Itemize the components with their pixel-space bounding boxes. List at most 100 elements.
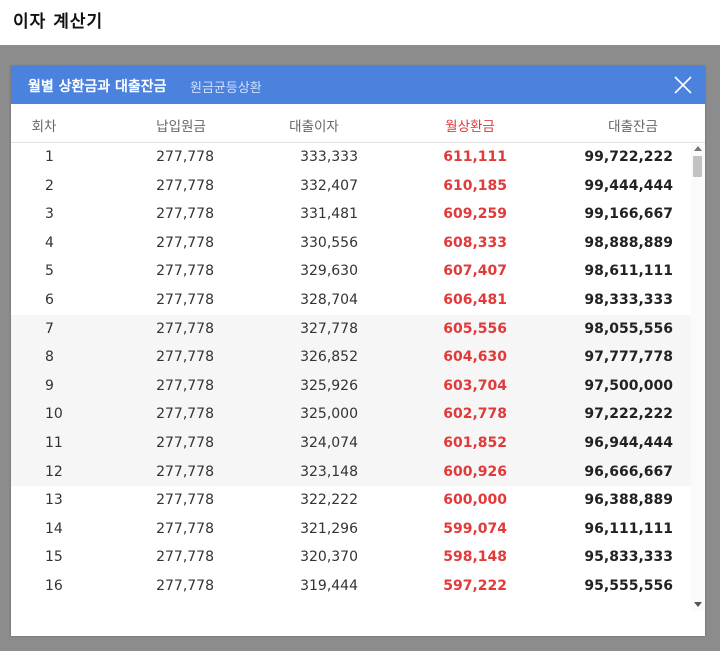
remaining-balance: 99,444,444 xyxy=(584,177,673,194)
table-row: 11 277,778 324,074 601,852 96,944,444 xyxy=(11,429,691,458)
monthly-payment: 600,926 xyxy=(443,463,507,480)
row-number: 1 xyxy=(45,149,54,165)
monthly-payment: 598,148 xyxy=(443,549,507,566)
table-row: 5 277,778 329,630 607,407 98,611,111 xyxy=(11,257,691,286)
interest-amount: 329,630 xyxy=(300,263,358,280)
row-number: 4 xyxy=(45,234,54,251)
monthly-payment: 597,222 xyxy=(443,578,507,594)
interest-amount: 323,148 xyxy=(300,463,358,480)
principal-amount: 277,778 xyxy=(156,177,214,194)
interest-amount: 324,074 xyxy=(300,435,358,451)
row-number: 7 xyxy=(45,320,54,337)
principal-amount: 277,778 xyxy=(156,320,214,337)
remaining-balance: 97,500,000 xyxy=(584,377,673,394)
page-title: 이자 계산기 xyxy=(13,12,104,32)
monthly-payment: 605,556 xyxy=(443,320,507,337)
modal-subtitle: 원금균등상환 xyxy=(190,81,262,96)
remaining-balance: 96,666,667 xyxy=(584,463,673,480)
remaining-balance: 96,388,889 xyxy=(584,492,673,509)
remaining-balance: 98,888,889 xyxy=(584,234,673,251)
remaining-balance: 98,333,333 xyxy=(584,292,673,308)
close-icon[interactable] xyxy=(672,74,694,96)
repayment-schedule-modal: 월별 상환금과 대출잔금 원금균등상환 회차 납입원금 대출이자 월상환금 대출… xyxy=(11,66,705,636)
remaining-balance: 98,055,556 xyxy=(584,320,673,337)
interest-amount: 325,000 xyxy=(300,406,358,423)
row-number: 2 xyxy=(45,177,54,194)
principal-amount: 277,778 xyxy=(156,463,214,480)
modal-header: 월별 상환금과 대출잔금 원금균등상환 xyxy=(11,66,705,104)
principal-amount: 277,778 xyxy=(156,377,214,394)
scroll-up-arrow-icon[interactable] xyxy=(694,146,702,151)
remaining-balance: 95,555,556 xyxy=(584,578,673,594)
row-number: 6 xyxy=(45,292,54,308)
remaining-balance: 97,777,778 xyxy=(584,349,673,366)
row-number: 12 xyxy=(45,463,63,480)
table-row: 8 277,778 326,852 604,630 97,777,778 xyxy=(11,343,691,372)
row-number: 10 xyxy=(45,406,63,423)
monthly-payment: 610,185 xyxy=(443,177,507,194)
monthly-payment: 603,704 xyxy=(443,377,507,394)
table-row: 6 277,778 328,704 606,481 98,333,333 xyxy=(11,286,691,315)
monthly-payment: 604,630 xyxy=(443,349,507,366)
table-row: 2 277,778 332,407 610,185 99,444,444 xyxy=(11,172,691,201)
scroll-down-arrow-icon[interactable] xyxy=(694,602,702,607)
scrollbar[interactable] xyxy=(691,144,704,611)
monthly-payment: 609,259 xyxy=(443,206,507,223)
table-row: 13 277,778 322,222 600,000 96,388,889 xyxy=(11,486,691,515)
remaining-balance: 95,833,333 xyxy=(584,549,673,566)
interest-amount: 321,296 xyxy=(300,520,358,537)
interest-amount: 331,481 xyxy=(300,206,358,223)
row-number: 16 xyxy=(45,578,63,594)
table-row: 10 277,778 325,000 602,778 97,222,222 xyxy=(11,400,691,429)
interest-amount: 326,852 xyxy=(300,349,358,366)
row-number: 13 xyxy=(45,492,63,509)
table-row: 12 277,778 323,148 600,926 96,666,667 xyxy=(11,457,691,487)
monthly-payment: 608,333 xyxy=(443,234,507,251)
table-row: 7 277,778 327,778 605,556 98,055,556 xyxy=(11,314,691,344)
principal-amount: 277,778 xyxy=(156,206,214,223)
principal-amount: 277,778 xyxy=(156,292,214,308)
interest-amount: 322,222 xyxy=(300,492,358,509)
remaining-balance: 99,722,222 xyxy=(584,149,673,165)
principal-amount: 277,778 xyxy=(156,549,214,566)
remaining-balance: 98,611,111 xyxy=(584,263,673,280)
principal-amount: 277,778 xyxy=(156,406,214,423)
principal-amount: 277,778 xyxy=(156,492,214,509)
remaining-balance: 97,222,222 xyxy=(584,406,673,423)
remaining-balance: 96,944,444 xyxy=(584,435,673,451)
row-number: 14 xyxy=(45,520,63,537)
row-number: 9 xyxy=(45,377,54,394)
row-number: 15 xyxy=(45,549,63,566)
interest-amount: 327,778 xyxy=(300,320,358,337)
column-header-no: 회차 xyxy=(31,119,57,135)
scroll-thumb[interactable] xyxy=(693,156,702,177)
row-number: 11 xyxy=(45,435,63,451)
table-row: 3 277,778 331,481 609,259 99,166,667 xyxy=(11,200,691,229)
principal-amount: 277,778 xyxy=(156,349,214,366)
monthly-payment: 600,000 xyxy=(443,492,507,509)
modal-title: 월별 상환금과 대출잔금 xyxy=(28,79,167,95)
table-row: 15 277,778 320,370 598,148 95,833,333 xyxy=(11,543,691,572)
row-number: 8 xyxy=(45,349,54,366)
monthly-payment: 599,074 xyxy=(443,520,507,537)
table-row: 14 277,778 321,296 599,074 96,111,111 xyxy=(11,515,691,544)
principal-amount: 277,778 xyxy=(156,149,214,165)
principal-amount: 277,778 xyxy=(156,578,214,594)
table-body[interactable]: 1 277,778 333,333 611,111 99,722,222 2 277,778… xyxy=(11,143,691,611)
monthly-payment: 602,778 xyxy=(443,406,507,423)
remaining-balance: 99,166,667 xyxy=(584,206,673,223)
column-header-balance: 대출잔금 xyxy=(608,119,658,135)
interest-amount: 332,407 xyxy=(300,177,358,194)
interest-amount: 319,444 xyxy=(300,578,358,594)
table-row: 9 277,778 325,926 603,704 97,500,000 xyxy=(11,371,691,401)
monthly-payment: 611,111 xyxy=(443,149,507,165)
monthly-payment: 606,481 xyxy=(443,292,507,308)
interest-amount: 328,704 xyxy=(300,292,358,308)
monthly-payment: 601,852 xyxy=(443,435,507,451)
table-header: 회차 납입원금 대출이자 월상환금 대출잔금 xyxy=(11,104,705,143)
principal-amount: 277,778 xyxy=(156,263,214,280)
table-row: 1 277,778 333,333 611,111 99,722,222 xyxy=(11,143,691,172)
interest-amount: 330,556 xyxy=(300,234,358,251)
row-number: 3 xyxy=(45,206,54,223)
table-row: 4 277,778 330,556 608,333 98,888,889 xyxy=(11,229,691,258)
